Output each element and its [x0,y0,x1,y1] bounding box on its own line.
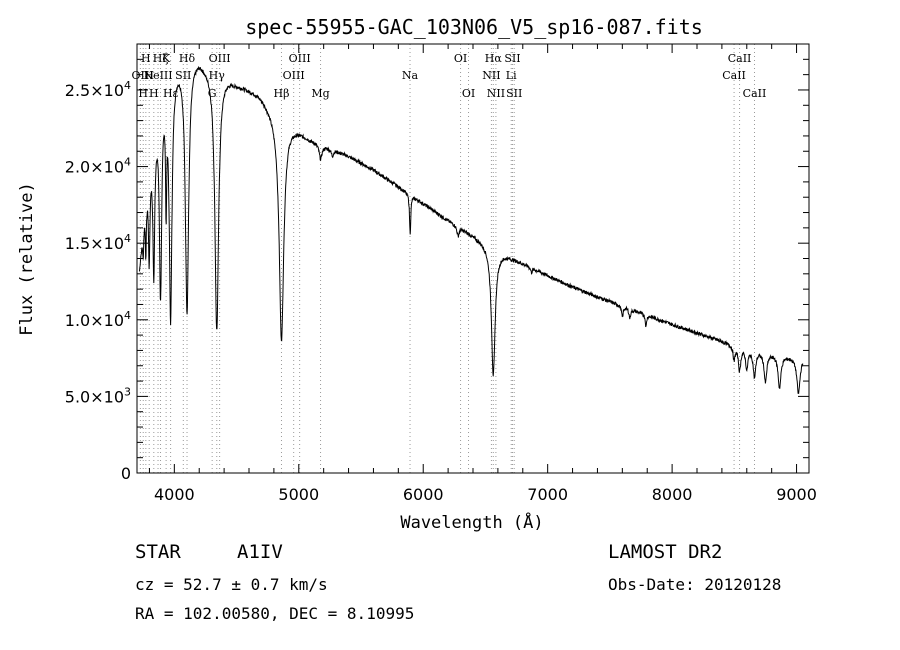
y-tick-label-5: 2.5×104 [65,79,131,100]
plot-frame [136,43,810,474]
line-label-19: OI [454,52,467,65]
y-tick-label-1: 5.0×103 [65,385,131,406]
line-label-4: H [149,87,159,100]
line-label-1: H [138,87,148,100]
object-type: STAR [135,541,181,563]
x-tick-label-3: 7000 [527,485,568,504]
line-label-10: Hδ [179,52,196,65]
line-label-5: NeIII [143,69,172,82]
x-tick-label-4: 8000 [652,485,693,504]
line-label-24: SII [504,52,520,65]
line-label-27: CaII [722,69,746,82]
line-label-21: NII [482,69,500,82]
line-label-20: OI [462,87,475,100]
coordinates-text: RA = 102.00580, DEC = 8.10995 [135,604,415,623]
line-label-16: OIII [289,52,311,65]
line-label-14: Hβ [274,87,290,100]
x-axis-label: Wavelength (Å) [400,511,543,533]
line-label-15: OIII [283,69,305,82]
survey-name: LAMOST DR2 [608,541,723,563]
y-axis-label: Flux (relative) [17,182,37,336]
line-label-13: OIII [209,52,231,65]
x-axis: 4000 5000 6000 7000 8000 9000 [148,44,817,504]
y-tick-label-0: 0 [121,464,131,483]
line-label-0: OII [132,69,150,82]
line-labels: OIIHHHHNeIIIHζKHεSIIHδGHγOIIIHβOIIIOIIIM… [132,52,767,100]
x-tick-label-1: 5000 [278,485,319,504]
line-label-28: CaII [728,52,752,65]
line-label-18: Na [402,69,419,82]
line-label-25: Li [506,69,517,82]
line-label-2: H [141,52,151,65]
y-tick-label-3: 1.5×104 [65,232,131,253]
line-label-3: H [144,69,154,82]
line-label-23: NII [487,87,505,100]
spectrum-line [139,65,804,395]
y-tick-label-4: 2.0×104 [65,156,131,177]
obs-date-text: Obs-Date: 20120128 [608,575,782,594]
x-tick-label-5: 9000 [776,485,817,504]
line-label-12: Hγ [209,69,226,82]
line-label-26: SII [506,87,522,100]
x-tick-label-0: 4000 [154,485,195,504]
line-label-11: G [208,87,217,100]
y-tick-label-2: 1.0×104 [65,309,131,330]
line-label-9: SII [175,69,191,82]
line-label-29: CaII [743,87,767,100]
x-tick-label-2: 6000 [403,485,444,504]
object-subclass: A1IV [237,541,283,563]
line-label-6: Hζ [153,52,169,65]
chart-title: spec-55955-GAC_103N06_V5_sp16-087.fits [245,15,703,39]
redshift-text: cz = 52.7 ± 0.7 km/s [135,575,328,594]
line-label-22: Hα [485,52,503,65]
line-markers [139,44,755,473]
line-label-8: Hε [163,87,179,100]
y-axis: 0 5.0×103 1.0×104 1.5×104 2.0×104 2.5×104 [65,58,809,483]
line-label-7: K [162,52,171,65]
line-label-17: Mg [311,87,329,100]
